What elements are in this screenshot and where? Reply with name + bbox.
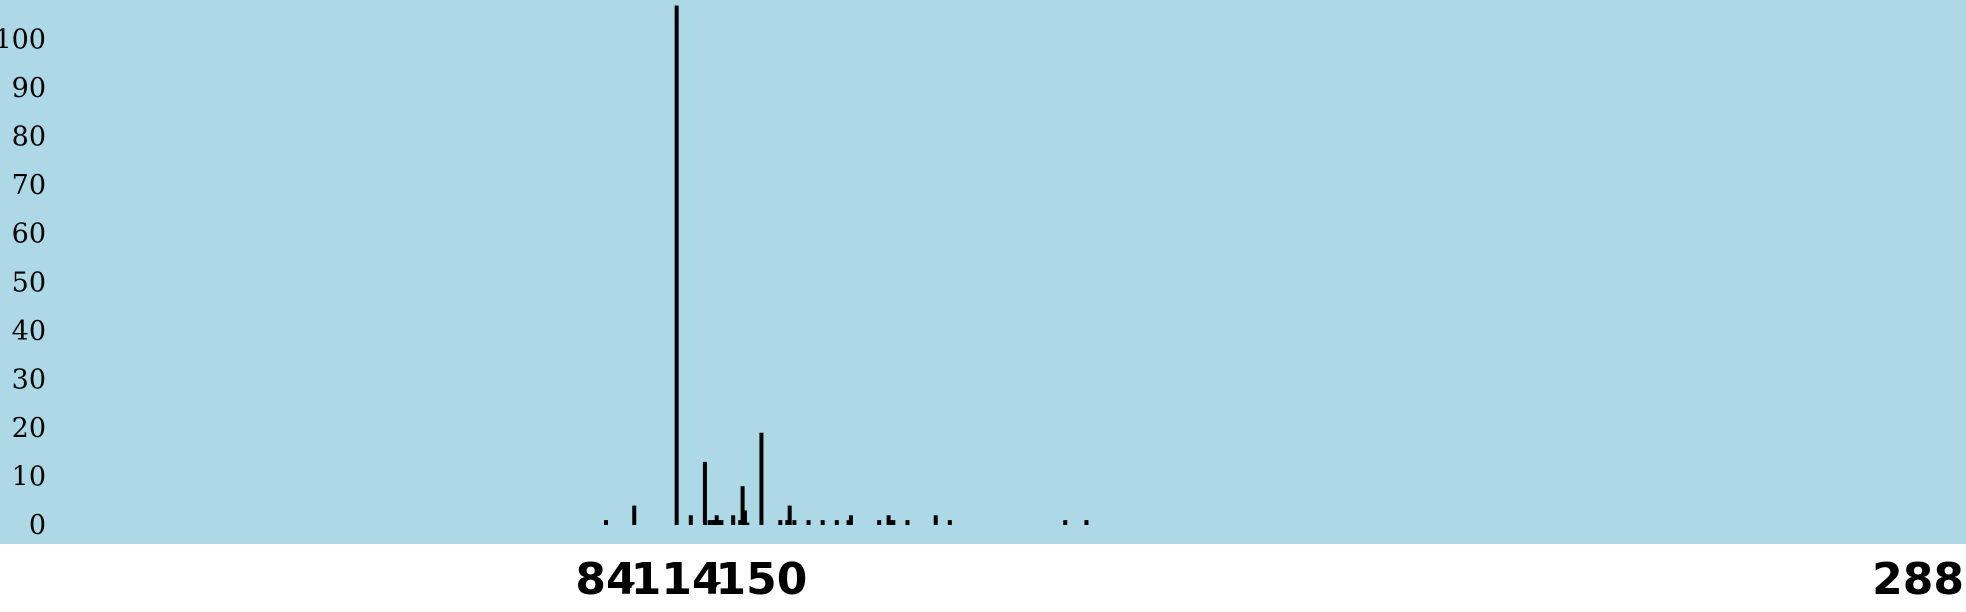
- x-tick-label: 150: [716, 554, 808, 605]
- y-tick-label: 50: [12, 267, 46, 298]
- bar: [933, 515, 938, 525]
- plot-area: [0, 0, 1966, 544]
- bar: [759, 432, 764, 525]
- bar: [632, 505, 637, 525]
- bar: [742, 510, 747, 525]
- bar: [674, 5, 679, 525]
- y-tick-label: 70: [12, 170, 46, 201]
- y-tick-label: 20: [12, 413, 46, 444]
- bar: [848, 515, 853, 525]
- x-tick-label: 84: [575, 554, 636, 605]
- bar: [846, 520, 851, 525]
- bar: [778, 520, 783, 525]
- bar: [806, 520, 811, 525]
- bar: [891, 520, 896, 525]
- bar: [785, 520, 790, 525]
- bar: [719, 520, 724, 525]
- bar: [947, 520, 952, 525]
- bar: [905, 520, 910, 525]
- bar: [745, 522, 750, 525]
- bar: [1084, 520, 1089, 525]
- y-tick-label: 0: [29, 510, 46, 541]
- bar: [712, 520, 717, 525]
- bar: [886, 515, 891, 525]
- bar: [877, 520, 882, 525]
- bar: [834, 520, 839, 525]
- y-tick-label: 90: [12, 73, 46, 104]
- y-tick-label: 80: [12, 122, 46, 153]
- bar: [820, 520, 825, 525]
- bar: [792, 520, 797, 525]
- bars: [604, 5, 1089, 525]
- bar: [714, 515, 719, 525]
- bar: [702, 461, 707, 525]
- y-axis: 0 10 20 30 40 50 60 70 80 90 100: [0, 25, 46, 542]
- bar: [1063, 520, 1068, 525]
- bar: [709, 520, 714, 525]
- bar: [731, 515, 736, 525]
- y-tick-label: 10: [12, 461, 46, 492]
- y-tick-label: 60: [12, 219, 46, 250]
- bar: [787, 505, 792, 525]
- y-tick-label: 100: [0, 25, 46, 56]
- bar: [738, 520, 743, 525]
- bar: [888, 520, 893, 525]
- bar: [688, 515, 693, 525]
- bar: [707, 520, 712, 525]
- bar: [717, 520, 722, 525]
- x-tick-label: 114: [631, 554, 723, 605]
- bar: [604, 520, 608, 525]
- x-tick-label: 288: [1872, 554, 1964, 605]
- y-tick-label: 40: [12, 316, 46, 347]
- y-tick-label: 30: [12, 364, 46, 395]
- bar: [740, 486, 745, 525]
